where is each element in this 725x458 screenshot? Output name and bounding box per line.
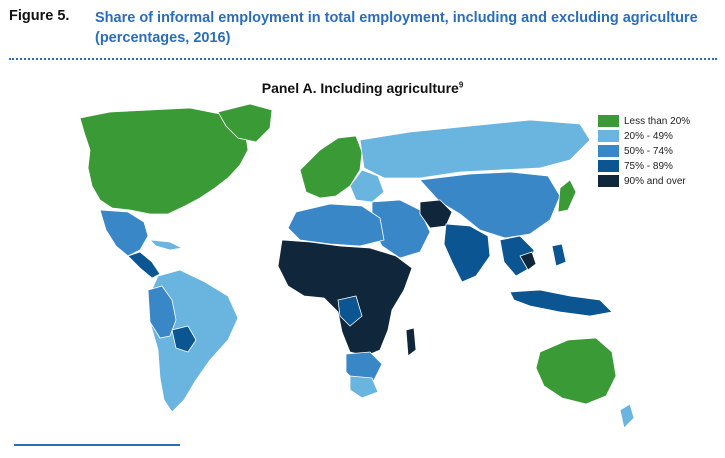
region-andes <box>147 285 177 339</box>
legend-item: 20% - 49% <box>598 129 690 144</box>
region-japan <box>557 179 577 213</box>
figure-title-line-2: (percentages, 2016) <box>95 30 231 46</box>
region-china <box>419 171 561 239</box>
region-madagascar <box>405 327 417 357</box>
region-russia <box>359 119 591 179</box>
header-divider <box>9 58 717 60</box>
figure-title: Share of informal employment in total em… <box>95 8 715 48</box>
panel-title: Panel A. Including agriculture9 <box>0 80 725 96</box>
region-indonesia <box>509 289 613 317</box>
region-cambodia <box>519 251 537 271</box>
region-central-america <box>127 251 161 279</box>
legend-label: Less than 20% <box>624 115 691 127</box>
legend-item: 75% - 89% <box>598 159 690 174</box>
legend-label: 20% - 49% <box>624 130 673 142</box>
legend-item: 50% - 74% <box>598 144 690 159</box>
legend-label: 90% and over <box>624 175 686 187</box>
legend-label: 75% - 89% <box>624 160 673 172</box>
legend-swatch <box>598 160 619 173</box>
footnote-divider <box>14 444 180 446</box>
region-philippines <box>551 243 567 267</box>
region-europe <box>299 135 363 199</box>
figure-title-line-1: Share of informal employment in total em… <box>95 10 698 26</box>
region-north-africa <box>287 203 385 247</box>
panel-title-text: Panel A. Including agriculture <box>261 80 459 96</box>
region-greenland <box>217 103 273 143</box>
legend-label: 50% - 74% <box>624 145 673 157</box>
region-south-asia <box>443 223 491 283</box>
region-new-zealand <box>619 403 635 429</box>
legend-swatch <box>598 145 619 158</box>
region-north-america <box>79 107 249 215</box>
figure-label: Figure 5. <box>9 8 70 24</box>
region-caribbean <box>148 239 184 251</box>
region-sub-saharan-africa <box>277 239 413 357</box>
world-map <box>79 103 635 429</box>
legend-swatch <box>598 130 619 143</box>
region-southern-africa <box>345 351 383 385</box>
region-south-africa <box>349 375 379 399</box>
legend-item: 90% and over <box>598 174 690 189</box>
legend-swatch <box>598 175 619 188</box>
footnote-marker: 9 <box>458 80 464 90</box>
region-australia <box>535 337 617 405</box>
region-eastern-europe <box>349 169 385 203</box>
legend-item: Less than 20% <box>598 114 690 129</box>
legend: Less than 20% 20% - 49% 50% - 74% 75% - … <box>598 114 690 189</box>
legend-swatch <box>598 115 619 128</box>
region-central-africa <box>337 295 363 327</box>
region-mexico <box>99 209 149 257</box>
region-bolivia <box>171 325 197 353</box>
